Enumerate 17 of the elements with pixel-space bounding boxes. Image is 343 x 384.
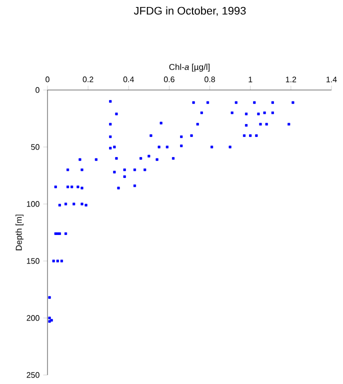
x-tick-label: 0.2: [82, 76, 94, 82]
y-tick-label: 150: [26, 258, 40, 264]
x-tick-label: 1.2: [286, 76, 296, 82]
x-tick-label: 1.4: [326, 76, 337, 82]
x-axis-title: Chl-a [µg/l]: [169, 64, 210, 72]
x-tick-label: 0.4: [123, 76, 134, 82]
x-tick-label: 0.6: [164, 76, 174, 82]
x-tick-label: 1: [248, 76, 252, 82]
x-tick-label: 0: [46, 76, 50, 82]
y-tick-label: 200: [26, 315, 40, 321]
y-tick-label: 0: [36, 87, 40, 93]
y-tick-label: 100: [26, 201, 40, 207]
y-axis-title: Depth [m]: [16, 214, 24, 250]
chart-title: JFDG in October, 1993: [134, 6, 246, 16]
y-tick-label: 50: [31, 144, 40, 150]
y-tick-label: 250: [26, 372, 40, 378]
x-tick-label: 0.8: [204, 76, 215, 82]
